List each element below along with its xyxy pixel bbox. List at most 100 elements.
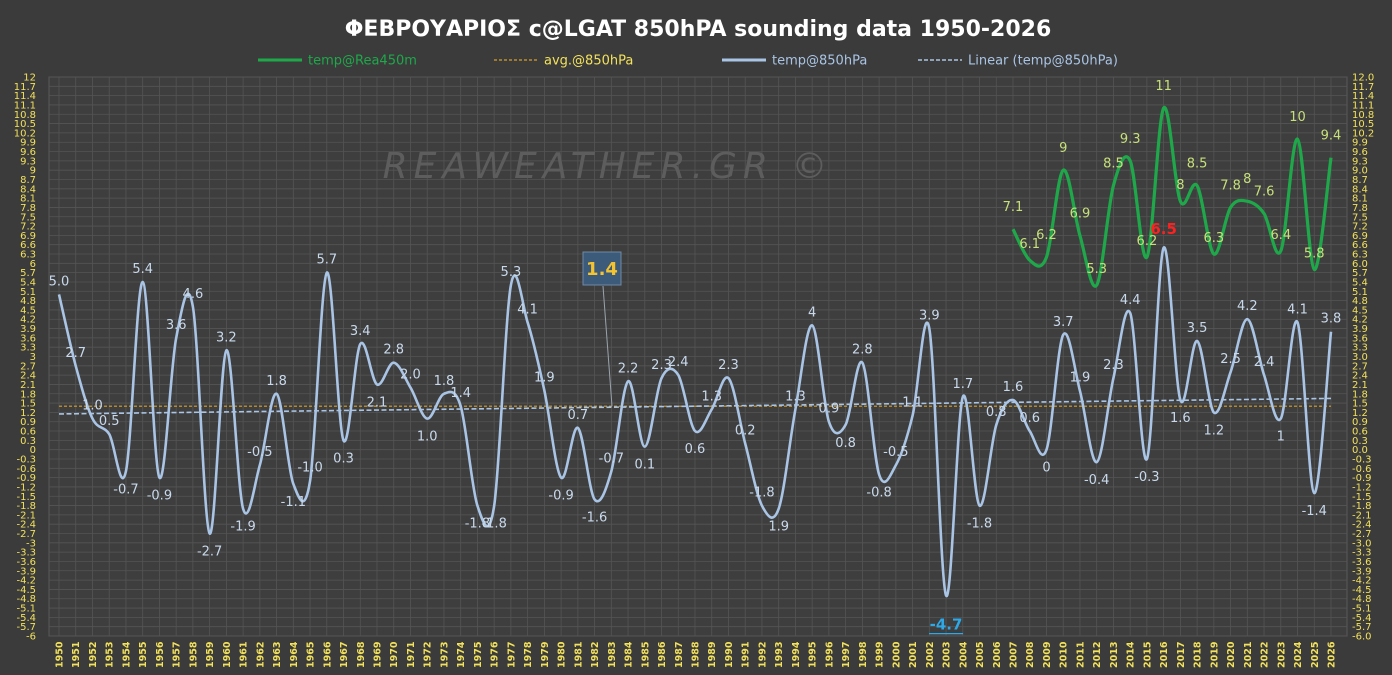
y-tick-right: 5.4 <box>1352 277 1368 288</box>
x-tick-label: 2024 <box>1293 641 1304 668</box>
data-label-850: 1.8 <box>266 374 287 389</box>
y-tick-left: 2.4 <box>20 371 36 382</box>
x-tick-label: 1967 <box>339 642 350 668</box>
y-tick-right: 6.3 <box>1352 250 1368 261</box>
data-label-850: 4.4 <box>1120 293 1141 308</box>
data-label-min: -4.7 <box>930 616 963 634</box>
data-label-850: 1.8 <box>434 374 455 389</box>
x-tick-label: 2016 <box>1159 641 1170 668</box>
y-tick-right: 7.8 <box>1352 203 1368 214</box>
data-label-850: 1.3 <box>785 389 806 404</box>
x-tick-label: 1951 <box>71 642 82 668</box>
y-tick-left: 1.8 <box>20 389 36 400</box>
y-tick-left: 11.1 <box>14 100 36 111</box>
x-tick-label: 2004 <box>958 641 969 668</box>
data-label-850: 4 <box>808 305 816 320</box>
y-tick-right: 10.5 <box>1352 119 1374 130</box>
y-tick-left: -3 <box>26 538 36 549</box>
x-tick-label: 1966 <box>322 641 333 668</box>
data-label-850: -1.8 <box>967 517 992 532</box>
y-tick-left: 4.8 <box>20 296 36 307</box>
data-label-850: 0.3 <box>333 451 354 466</box>
y-tick-right: -3.9 <box>1352 566 1372 577</box>
data-label-850: 1.3 <box>701 389 722 404</box>
data-label-850: -1.8 <box>465 517 490 532</box>
y-tick-right: -0.6 <box>1352 464 1372 475</box>
x-tick-label: 1990 <box>724 641 735 668</box>
data-label-rea: 5.8 <box>1304 247 1325 262</box>
data-label-rea: 9.3 <box>1120 132 1141 147</box>
y-tick-right: 7.2 <box>1352 222 1368 233</box>
y-tick-right: 9.0 <box>1352 166 1368 177</box>
watermark: REAWEATHER.GR © <box>383 146 834 187</box>
y-tick-right: 9.6 <box>1352 147 1368 158</box>
x-tick-label: 2003 <box>942 642 953 668</box>
x-tick-label: 1978 <box>523 641 534 668</box>
y-tick-left: 2.7 <box>20 361 36 372</box>
data-label-850: -1.0 <box>297 461 322 476</box>
y-tick-right: 12.0 <box>1352 73 1374 84</box>
data-label-rea: 7.1 <box>1003 200 1024 215</box>
data-label-850: -0.7 <box>113 482 138 497</box>
y-tick-right: -4.8 <box>1352 594 1372 605</box>
y-tick-right: 11.4 <box>1352 91 1374 102</box>
x-tick-label: 1975 <box>473 642 484 668</box>
y-tick-left: 9.9 <box>20 138 36 149</box>
y-tick-right: 1.5 <box>1352 399 1368 410</box>
y-tick-left: 9 <box>30 166 36 177</box>
x-tick-label: 1994 <box>791 641 802 668</box>
x-tick-label: 1988 <box>691 641 702 668</box>
data-label-850: 2.7 <box>65 346 86 361</box>
data-label-850: 1 <box>1277 430 1285 445</box>
data-label-850: 3.9 <box>919 309 940 324</box>
y-tick-left: -0.6 <box>16 464 36 475</box>
data-label-850: 1.1 <box>902 396 923 411</box>
y-tick-right: -3.6 <box>1352 557 1372 568</box>
y-tick-right: -6.0 <box>1352 632 1372 643</box>
y-tick-left: -1.5 <box>16 492 36 503</box>
y-tick-left: 7.5 <box>20 212 36 223</box>
x-tick-label: 1976 <box>490 641 501 668</box>
y-tick-left: 3 <box>30 352 36 363</box>
data-label-850: 0.6 <box>685 442 706 457</box>
legend-t850-label: temp@850hPa <box>772 54 867 69</box>
data-label-rea: 8.5 <box>1187 157 1208 172</box>
y-tick-left: -0.3 <box>16 454 36 465</box>
y-tick-left: 11.4 <box>14 91 36 102</box>
x-tick-label: 1987 <box>674 642 685 668</box>
data-label-850: -1.6 <box>582 510 607 525</box>
avg-callout-value: 1.4 <box>586 259 618 280</box>
y-tick-right: 4.2 <box>1352 315 1368 326</box>
data-label-850: -0.8 <box>866 486 891 501</box>
y-tick-right: 4.8 <box>1352 296 1368 307</box>
x-tick-label: 2021 <box>1243 642 1254 668</box>
data-label-850: 0.7 <box>567 408 588 423</box>
data-label-850: -0.9 <box>548 489 573 504</box>
x-tick-label: 1977 <box>506 642 517 668</box>
y-tick-right: -5.1 <box>1352 604 1372 615</box>
data-label-850: 0 <box>1042 461 1050 476</box>
data-label-850: -2.7 <box>197 545 222 560</box>
data-label-850: -0.4 <box>1084 473 1109 488</box>
data-label-850: 1.6 <box>1003 380 1024 395</box>
y-tick-left: 6.9 <box>20 231 36 242</box>
data-label-rea: 9.4 <box>1321 129 1342 144</box>
y-tick-left: 11.7 <box>14 82 36 93</box>
y-tick-right: 3.0 <box>1352 352 1368 363</box>
data-label-850: 1.0 <box>417 430 438 445</box>
y-tick-right: 0.3 <box>1352 436 1368 447</box>
x-tick-label: 2000 <box>891 641 902 668</box>
data-label-rea: 8.5 <box>1103 157 1124 172</box>
y-tick-right: -5.7 <box>1352 622 1372 633</box>
y-tick-left: 5.1 <box>20 287 36 298</box>
data-label-850: 1.4 <box>450 386 471 401</box>
data-label-rea: 7.8 <box>1220 178 1241 193</box>
y-tick-right: 1.2 <box>1352 408 1368 419</box>
data-label-850: 1.9 <box>768 520 789 535</box>
data-label-850: 0.1 <box>634 458 655 473</box>
y-tick-right: -5.4 <box>1352 613 1372 624</box>
y-tick-left: -3.3 <box>16 548 36 559</box>
y-tick-left: -5.1 <box>16 604 36 615</box>
x-tick-label: 2022 <box>1260 642 1271 668</box>
x-tick-label: 2020 <box>1226 641 1237 668</box>
